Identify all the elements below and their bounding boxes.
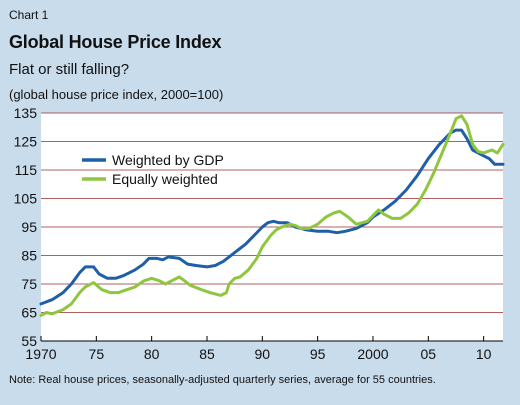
chart-label: Chart 1 [9,8,49,22]
x-tick-label: 1970 [25,346,56,362]
y-tick-label: 105 [14,191,38,207]
y-tick-label: 95 [21,219,37,235]
y-tick-label: 65 [21,305,37,321]
x-tick-label: 05 [421,346,437,362]
y-tick-label: 115 [15,162,38,178]
series-line-equally-weighted [39,114,505,317]
legend-label: Weighted by GDP [112,152,224,168]
x-tick-label: 85 [199,346,215,362]
x-tick-label: 75 [89,346,105,362]
y-tick-label: 75 [21,276,37,292]
y-tick-label: 135 [14,105,38,121]
x-tick-label: 95 [310,346,326,362]
chart-subtitle: Flat or still falling? [9,61,130,78]
x-tick-label: 2000 [357,346,388,362]
y-tick-label: 125 [14,134,38,150]
x-tick-label: 90 [255,346,271,362]
x-tick-label: 10 [476,346,492,362]
y-tick-label: 55 [21,333,37,349]
x-tick-label: 80 [144,346,160,362]
chart-title: Global House Price Index [9,32,222,52]
chart-note: Note: Real house prices, seasonally-adju… [9,374,436,386]
legend-label: Equally weighted [112,171,218,187]
chart-units-label: (global house price index, 2000=100) [9,87,224,102]
y-tick-label: 85 [21,248,37,264]
